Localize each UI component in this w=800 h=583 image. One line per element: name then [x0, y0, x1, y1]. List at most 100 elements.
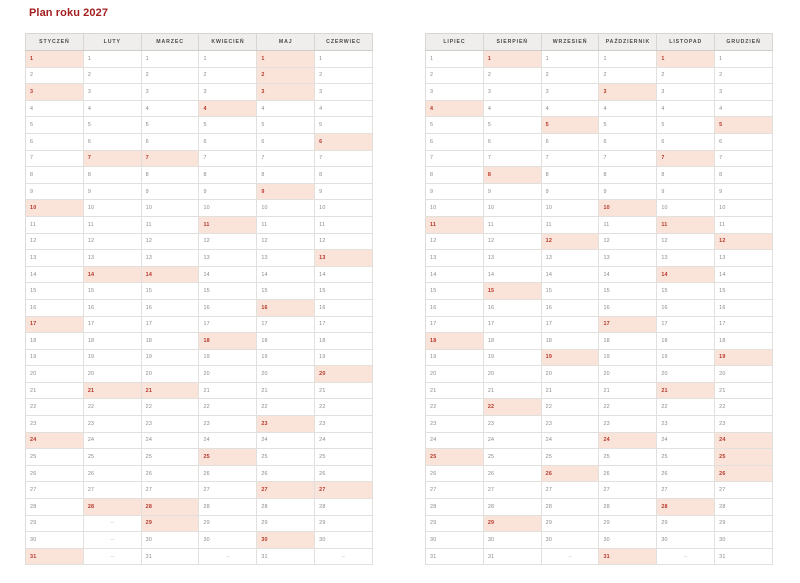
day-cell[interactable]: 4: [256, 99, 316, 118]
day-cell[interactable]: 6: [198, 132, 258, 151]
day-cell[interactable]: 27: [140, 481, 200, 500]
day-cell[interactable]: 16: [140, 298, 200, 317]
day-cell[interactable]: 10: [656, 199, 716, 217]
day-cell[interactable]: 24: [82, 431, 142, 450]
day-cell[interactable]: 14: [314, 265, 373, 284]
day-cell[interactable]: 3: [482, 83, 542, 101]
day-cell[interactable]: 12: [198, 232, 258, 251]
day-cell[interactable]: 3: [425, 83, 484, 101]
day-cell[interactable]: 10: [314, 199, 373, 217]
day-cell-highlighted[interactable]: 1: [482, 50, 542, 68]
day-cell-highlighted[interactable]: 14: [82, 265, 142, 284]
day-cell[interactable]: 9: [314, 182, 373, 201]
day-cell[interactable]: 8: [198, 166, 258, 184]
day-cell[interactable]: 20: [82, 365, 142, 383]
day-cell[interactable]: 8: [598, 166, 658, 184]
day-cell-highlighted[interactable]: 29: [140, 514, 200, 533]
day-cell[interactable]: 16: [482, 298, 542, 317]
day-cell[interactable]: 8: [314, 166, 373, 184]
day-cell[interactable]: 9: [198, 182, 258, 201]
day-cell[interactable]: 12: [482, 232, 542, 251]
day-cell-highlighted[interactable]: 1: [656, 50, 716, 68]
day-cell-highlighted[interactable]: 29: [482, 514, 542, 533]
day-cell[interactable]: 20: [598, 365, 658, 383]
day-cell[interactable]: 15: [140, 282, 200, 300]
day-cell-highlighted[interactable]: 12: [714, 232, 773, 251]
day-cell[interactable]: 7: [540, 149, 600, 168]
day-cell[interactable]: 30: [482, 531, 542, 549]
day-cell[interactable]: 6: [425, 132, 484, 151]
day-cell[interactable]: 4: [314, 99, 373, 118]
day-cell-highlighted[interactable]: 9: [256, 182, 316, 201]
day-cell[interactable]: 26: [482, 464, 542, 483]
day-cell[interactable]: 3: [656, 83, 716, 101]
day-cell[interactable]: 16: [656, 298, 716, 317]
day-cell[interactable]: 22: [25, 398, 84, 417]
day-cell[interactable]: 19: [425, 348, 484, 367]
day-cell-highlighted[interactable]: 11: [656, 215, 716, 234]
day-cell-highlighted[interactable]: 3: [598, 83, 658, 101]
day-cell[interactable]: 26: [314, 464, 373, 483]
day-cell[interactable]: 21: [425, 381, 484, 400]
day-cell[interactable]: 1: [598, 50, 658, 68]
day-cell[interactable]: 22: [656, 398, 716, 417]
day-cell[interactable]: 4: [82, 99, 142, 118]
day-cell[interactable]: 11: [540, 215, 600, 234]
day-cell[interactable]: 10: [425, 199, 484, 217]
day-cell[interactable]: 17: [656, 315, 716, 334]
day-cell[interactable]: 15: [656, 282, 716, 300]
day-cell[interactable]: 26: [25, 464, 84, 483]
day-cell[interactable]: 21: [314, 381, 373, 400]
day-cell[interactable]: 27: [540, 481, 600, 500]
day-cell-highlighted[interactable]: 2: [256, 66, 316, 85]
day-cell-highlighted[interactable]: 7: [656, 149, 716, 168]
day-cell[interactable]: 27: [25, 481, 84, 500]
day-cell[interactable]: 24: [425, 431, 484, 450]
day-cell[interactable]: 3: [314, 83, 373, 101]
day-cell[interactable]: 22: [714, 398, 773, 417]
day-cell-highlighted[interactable]: 1: [25, 50, 84, 68]
day-cell[interactable]: 30: [25, 531, 84, 549]
day-cell[interactable]: 29: [714, 514, 773, 533]
day-cell[interactable]: 30: [198, 531, 258, 549]
day-cell[interactable]: 6: [598, 132, 658, 151]
day-cell-highlighted[interactable]: 26: [714, 464, 773, 483]
day-cell[interactable]: 25: [598, 448, 658, 466]
day-cell-highlighted[interactable]: 4: [198, 99, 258, 118]
day-cell[interactable]: 19: [598, 348, 658, 367]
day-cell[interactable]: 6: [140, 132, 200, 151]
day-cell[interactable]: 18: [714, 332, 773, 350]
day-cell-highlighted[interactable]: 16: [256, 298, 316, 317]
day-cell[interactable]: 13: [198, 249, 258, 267]
day-cell[interactable]: 7: [256, 149, 316, 168]
day-cell[interactable]: 20: [425, 365, 484, 383]
day-cell[interactable]: 17: [256, 315, 316, 334]
day-cell[interactable]: 17: [425, 315, 484, 334]
day-cell-highlighted[interactable]: 15: [482, 282, 542, 300]
day-cell[interactable]: 1: [198, 50, 258, 68]
day-cell-highlighted[interactable]: 3: [25, 83, 84, 101]
day-cell[interactable]: 11: [598, 215, 658, 234]
day-cell[interactable]: 28: [482, 498, 542, 516]
day-cell[interactable]: 21: [198, 381, 258, 400]
day-cell[interactable]: 31: [425, 547, 484, 566]
day-cell[interactable]: 1: [714, 50, 773, 68]
day-cell[interactable]: 28: [198, 498, 258, 516]
day-cell[interactable]: 22: [425, 398, 484, 417]
day-cell[interactable]: 11: [314, 215, 373, 234]
day-cell-highlighted[interactable]: 31: [25, 547, 84, 566]
day-cell-highlighted[interactable]: 17: [25, 315, 84, 334]
day-cell[interactable]: 20: [256, 365, 316, 383]
day-cell[interactable]: 2: [714, 66, 773, 85]
day-cell-highlighted[interactable]: 24: [714, 431, 773, 450]
day-cell[interactable]: 3: [198, 83, 258, 101]
day-cell[interactable]: 3: [140, 83, 200, 101]
day-cell[interactable]: 11: [82, 215, 142, 234]
day-cell[interactable]: 19: [482, 348, 542, 367]
day-cell[interactable]: 6: [540, 132, 600, 151]
day-cell[interactable]: 6: [82, 132, 142, 151]
day-cell[interactable]: 4: [540, 99, 600, 118]
day-cell[interactable]: 19: [256, 348, 316, 367]
day-cell[interactable]: 29: [198, 514, 258, 533]
day-cell[interactable]: 15: [314, 282, 373, 300]
